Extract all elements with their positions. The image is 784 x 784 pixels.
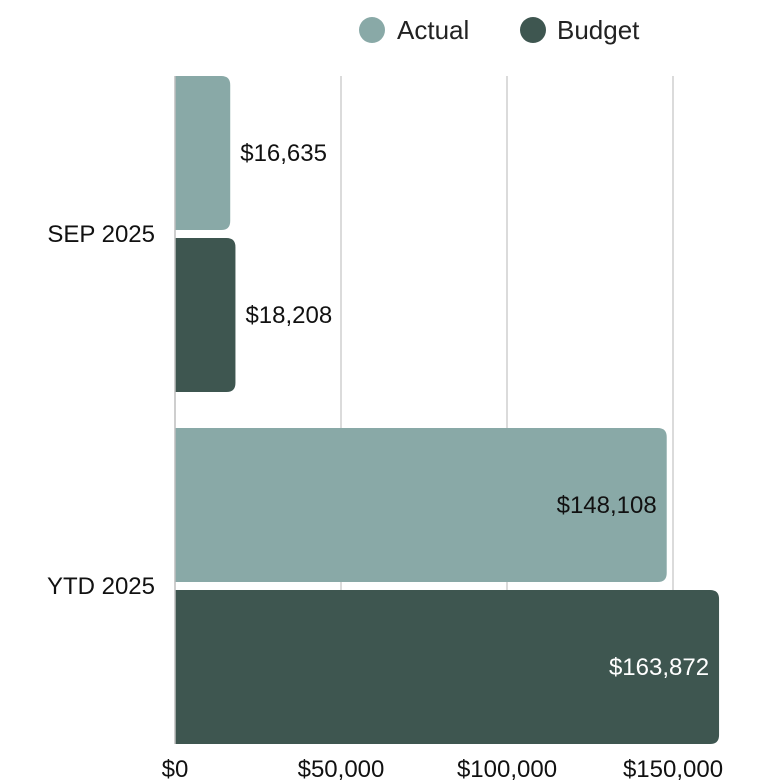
bars-group: $16,635 $18,208 $148,108 $163,872	[175, 76, 720, 744]
data-label-budget-2: $163,872	[609, 654, 709, 681]
data-label-actual-1: $16,635	[240, 140, 327, 167]
legend: Actual Budget	[359, 15, 640, 45]
category-label-2: YTD 2025	[47, 573, 155, 600]
bar-actual-1	[175, 76, 231, 230]
x-tick-label-4: $150,000	[623, 756, 723, 783]
legend-label-budget: Budget	[557, 15, 640, 45]
x-tick-label-2: $50,000	[298, 756, 385, 783]
x-tick-label-3: $100,000	[457, 756, 557, 783]
legend-swatch-actual	[359, 17, 385, 43]
bar-budget-2	[175, 590, 720, 744]
x-tick-label-1: $0	[162, 756, 189, 783]
category-axis: SEP 2025 YTD 2025	[47, 76, 176, 744]
category-label-1: SEP 2025	[47, 221, 155, 248]
bar-actual-2	[175, 428, 667, 582]
data-label-budget-1: $18,208	[245, 302, 332, 329]
legend-label-actual: Actual	[397, 15, 469, 45]
bar-budget-1	[175, 238, 236, 392]
legend-swatch-budget	[520, 17, 546, 43]
data-label-actual-2: $148,108	[557, 492, 657, 519]
value-axis: $0 $50,000 $100,000 $150,000	[162, 756, 723, 783]
